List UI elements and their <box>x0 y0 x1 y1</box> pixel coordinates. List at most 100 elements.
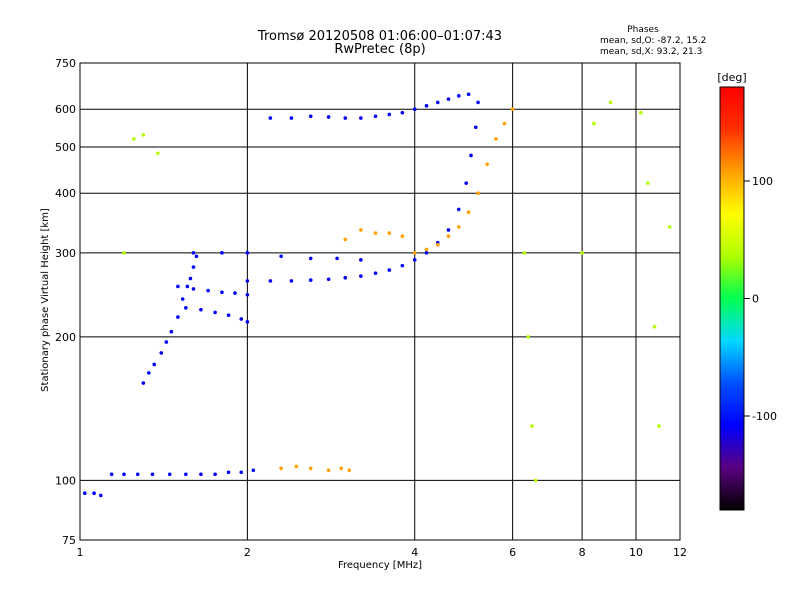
echo-point <box>400 110 405 115</box>
echo-point <box>176 284 180 289</box>
gridlines <box>80 63 680 540</box>
colorbar-tick-label: 0 <box>752 293 759 306</box>
echo-point <box>326 115 331 119</box>
echo-point <box>456 94 461 98</box>
x-tick-label: 10 <box>629 546 643 559</box>
echo-point <box>194 254 199 259</box>
echo-point <box>167 472 172 477</box>
y-tick-label: 100 <box>55 474 76 487</box>
echo-point <box>494 137 498 141</box>
echo-point <box>359 228 363 232</box>
y-tick-label: 300 <box>55 247 76 260</box>
echo-point <box>446 97 451 101</box>
echo-point <box>387 231 392 235</box>
echo-point <box>213 472 217 477</box>
echo-point <box>169 329 174 334</box>
echo-point <box>135 472 140 477</box>
y-tick-labels: 75 100 200 300 400 500 600 750 <box>55 57 76 547</box>
echo-point <box>502 121 507 126</box>
echo-point <box>608 100 613 105</box>
echo-point <box>239 317 244 321</box>
echo-point <box>373 231 378 235</box>
echo-point <box>530 424 534 428</box>
echo-point <box>308 256 313 261</box>
echo-point <box>400 234 405 239</box>
echo-point <box>446 234 451 239</box>
echo-point <box>456 225 461 229</box>
echo-point <box>308 466 313 471</box>
echo-point <box>191 287 196 291</box>
echo-point <box>657 424 661 428</box>
colorbar <box>719 86 745 511</box>
echo-point <box>373 114 378 119</box>
chart-subtitle: RwPretec (8p) <box>334 42 425 57</box>
echo-point <box>412 251 417 255</box>
echo-point <box>176 315 180 319</box>
echo-point <box>245 279 250 283</box>
echo-point <box>485 162 489 167</box>
echo-point <box>466 210 471 214</box>
y-axis-label: Stationary phase Virtual Height [km] <box>40 208 51 392</box>
echo-point <box>185 284 190 289</box>
echo-point <box>359 258 363 262</box>
echo-point <box>226 313 231 317</box>
echo-point <box>245 320 250 324</box>
echo-point <box>220 251 224 255</box>
echo-point <box>308 114 313 119</box>
echo-point <box>279 254 283 259</box>
echo-point <box>343 237 348 242</box>
echo-point <box>268 279 273 283</box>
y-tick-label: 75 <box>62 534 76 547</box>
y-tick-label: 500 <box>55 141 76 154</box>
echo-point <box>667 225 672 229</box>
x-tick-label: 6 <box>509 546 516 559</box>
colorbar-label: [deg] <box>717 71 746 84</box>
echo-point <box>82 491 87 496</box>
echo-point <box>308 278 313 282</box>
echo-point <box>141 381 146 385</box>
echo-point <box>99 493 103 498</box>
echo-point <box>92 491 96 496</box>
colorbar-tick-label: 100 <box>752 175 773 188</box>
echo-point <box>294 464 299 469</box>
echo-point <box>510 107 515 112</box>
echo-point <box>335 256 339 261</box>
echo-point <box>233 291 237 295</box>
echo-point <box>424 251 429 255</box>
echo-point <box>191 265 196 269</box>
echo-point <box>343 116 348 120</box>
echo-point <box>526 335 531 339</box>
x-tick-label: 12 <box>673 546 687 559</box>
echo-point <box>184 306 188 310</box>
echo-point <box>289 279 294 283</box>
echo-point <box>456 207 461 212</box>
echo-point <box>164 340 169 344</box>
echo-point <box>109 472 114 477</box>
x-tick-label: 2 <box>244 546 251 559</box>
chart-title: Tromsø 20120508 01:06:00–01:07:43 <box>257 29 502 44</box>
echo-point <box>580 251 584 255</box>
echo-point <box>150 472 155 477</box>
stats-line-o: mean, sd,O: -87.2, 15.2 <box>600 36 706 46</box>
echo-point <box>188 276 193 281</box>
echo-point <box>326 277 331 282</box>
echo-point <box>533 478 538 483</box>
echo-point <box>473 125 478 130</box>
echo-point <box>412 107 417 112</box>
echo-point <box>155 151 160 156</box>
echo-point <box>245 251 250 255</box>
y-tick-label: 400 <box>55 187 76 200</box>
echo-point <box>122 472 126 477</box>
stats-line-x: mean, sd,X: 93.2, 21.3 <box>600 47 702 57</box>
x-axis-label: Frequency [MHz] <box>338 560 422 571</box>
echo-point <box>435 100 440 105</box>
echo-point <box>466 92 471 97</box>
echo-point <box>191 251 196 255</box>
echo-point <box>645 181 650 185</box>
echo-point <box>226 470 231 475</box>
x-tick-label: 1 <box>77 546 84 559</box>
x-tick-labels: 1 2 4 6 8 10 12 <box>77 546 688 559</box>
echo-point <box>213 310 217 315</box>
echo-point <box>347 468 352 473</box>
